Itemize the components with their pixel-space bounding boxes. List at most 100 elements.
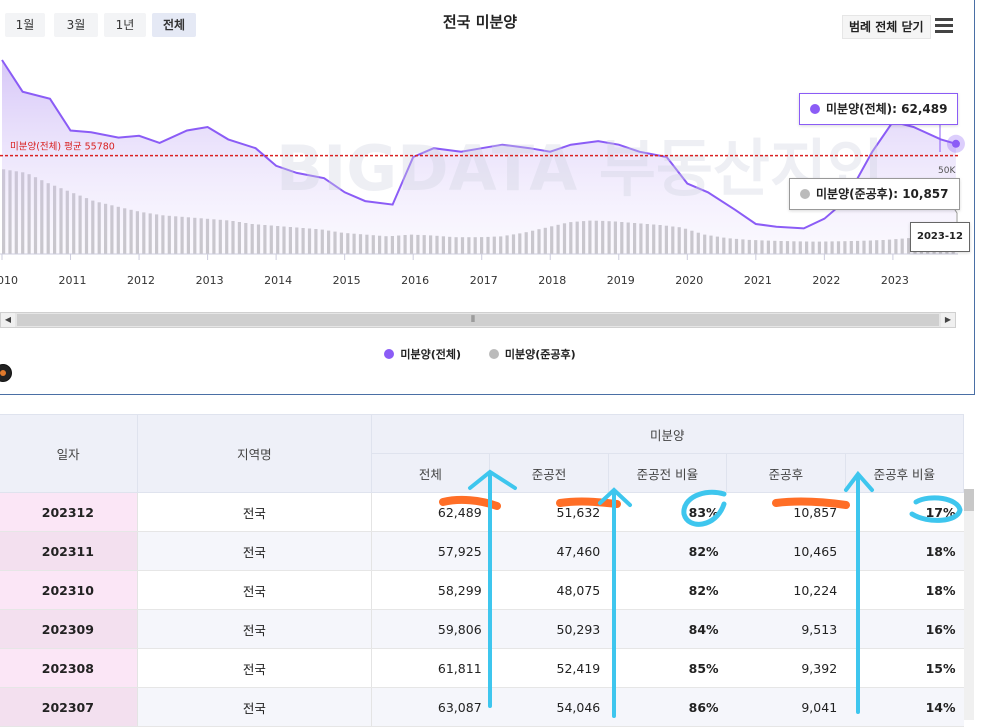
table-cell: 9,513: [726, 609, 846, 649]
table-cell: 15%: [845, 648, 964, 688]
header-before-ratio[interactable]: 준공전 비율: [607, 453, 728, 493]
table-cell: 14%: [845, 687, 964, 727]
header-after[interactable]: 준공후: [726, 453, 846, 493]
header-region[interactable]: 지역명: [137, 414, 372, 493]
table-cell: 47,460: [489, 531, 609, 571]
table-cell: 82%: [608, 531, 727, 571]
legend-item-total[interactable]: 미분양(전체): [384, 346, 461, 362]
scrollbar-thumb[interactable]: [964, 489, 974, 511]
table-cell: 57,925: [371, 531, 490, 571]
table-row[interactable]: 202310 전국 58,299 48,075 82% 10,224 18%: [0, 570, 964, 610]
table-cell: 202308: [0, 648, 139, 688]
area-total: [2, 60, 956, 254]
table-cell: 9,041: [726, 687, 846, 727]
tooltip-completed: 미분양(준공후): 10,857: [789, 178, 960, 210]
table-cell: 202310: [0, 570, 139, 610]
x-tick-label: 2012: [127, 274, 155, 287]
table-cell: 63,087: [371, 687, 490, 727]
x-tick-label: 2016: [401, 274, 429, 287]
x-tick-label: 2013: [196, 274, 224, 287]
table-cell: 61,811: [371, 648, 490, 688]
legend-dot-icon: [488, 349, 499, 359]
x-tick-label: 2015: [333, 274, 361, 287]
data-table: 일자 지역명 미분양 전체 준공전 준공전 비율 준공후 준공후 비율 2023…: [0, 414, 965, 727]
legend-dot-icon: [810, 104, 820, 114]
x-tick-label: 2011: [59, 274, 87, 287]
legend-dot-icon: [800, 189, 810, 199]
table-cell: 48,075: [489, 570, 609, 610]
table-cell: 18%: [845, 570, 964, 610]
tooltip-total: 미분양(전체): 62,489: [799, 93, 959, 125]
table-cell: 10,224: [726, 570, 846, 610]
header-before[interactable]: 준공전: [489, 453, 609, 493]
table-cell: 202311: [0, 531, 139, 571]
vertical-scrollbar[interactable]: [964, 489, 974, 720]
scroll-right-icon[interactable]: ▶: [941, 313, 955, 327]
table-row[interactable]: 202307 전국 63,087 54,046 86% 9,041 14%: [0, 687, 964, 727]
x-tick-label: 2010: [0, 274, 18, 287]
table-cell: 10,465: [726, 531, 846, 571]
legend-dot-icon: [384, 349, 395, 359]
table-cell: 82%: [608, 570, 727, 610]
x-tick-label: 2020: [675, 274, 703, 287]
table-row[interactable]: 202309 전국 59,806 50,293 84% 9,513 16%: [0, 609, 964, 649]
table-cell: 전국: [137, 531, 372, 571]
table-cell: 전국: [137, 492, 372, 532]
average-line-label: 미분양(전체) 평균 55780: [10, 142, 115, 153]
watermark-text: BIGDATA 부동산지인: [276, 132, 884, 205]
range-1m-button[interactable]: 1월: [5, 13, 45, 37]
y-tick-label: 50K: [938, 166, 956, 176]
point-latest[interactable]: [951, 139, 960, 148]
table-cell: 전국: [137, 570, 372, 610]
table-cell: 16%: [845, 609, 964, 649]
table-row[interactable]: 202311 전국 57,925 47,460 82% 10,465 18%: [0, 531, 964, 571]
table-cell: 202312: [0, 492, 139, 532]
scroll-left-icon[interactable]: ◀: [1, 313, 15, 327]
table-cell: 9,392: [726, 648, 846, 688]
table-cell: 83%: [608, 492, 727, 532]
header-group: 미분양: [370, 414, 965, 454]
header-date[interactable]: 일자: [0, 414, 139, 493]
table-cell: 86%: [608, 687, 727, 727]
line-total[interactable]: [1, 59, 957, 230]
table-cell: 전국: [137, 609, 372, 649]
range-1y-button[interactable]: 1년: [104, 13, 146, 37]
table-cell: 전국: [137, 687, 372, 727]
table-cell: 52,419: [489, 648, 609, 688]
scrollbar-grip-icon: ⦀: [471, 315, 475, 325]
header-after-ratio[interactable]: 준공후 비율: [844, 453, 965, 493]
legend-close-button[interactable]: 범례 전체 닫기: [842, 15, 931, 39]
x-tick-label: 2022: [812, 274, 840, 287]
horizontal-scrollbar[interactable]: ◀ ⦀ ▶: [0, 312, 956, 328]
table-cell: 202309: [0, 609, 139, 649]
chart-panel: 1월 3월 1년 전체 전국 미분양 범례 전체 닫기 BIGDATA 부동산지…: [0, 0, 975, 395]
x-tick-label: 2018: [538, 274, 566, 287]
table-cell: 85%: [608, 648, 727, 688]
tooltip-date: 2023-12: [910, 222, 970, 252]
scrollbar-thumb[interactable]: [17, 314, 939, 326]
table-cell: 18%: [845, 531, 964, 571]
table-cell: 17%: [845, 492, 964, 532]
logo-badge-icon: [0, 364, 12, 382]
table-cell: 전국: [137, 648, 372, 688]
legend-item-completed[interactable]: 미분양(준공후): [488, 346, 576, 362]
table-cell: 202307: [0, 687, 139, 727]
menu-icon[interactable]: [935, 18, 953, 33]
table-cell: 54,046: [489, 687, 609, 727]
x-tick-label: 2021: [744, 274, 772, 287]
table-row[interactable]: 202312 전국 62,489 51,632 83% 10,857 17%: [0, 492, 964, 532]
table-row[interactable]: 202308 전국 61,811 52,419 85% 9,392 15%: [0, 648, 964, 688]
table-cell: 51,632: [489, 492, 609, 532]
chart-plot: BIGDATA 부동산지인 미분양(전체) 평균 55780 2010 2011 2…: [0, 59, 965, 287]
x-tick-label: 2019: [607, 274, 635, 287]
table-cell: 84%: [608, 609, 727, 649]
chart-legend: 미분양(전체) 미분양(준공후): [0, 346, 960, 362]
range-3m-button[interactable]: 3월: [54, 13, 98, 37]
header-total[interactable]: 전체: [370, 453, 491, 493]
table-cell: 58,299: [371, 570, 490, 610]
range-all-button[interactable]: 전체: [152, 13, 196, 37]
table-cell: 62,489: [371, 492, 490, 532]
x-tick-label: 2014: [264, 274, 292, 287]
table-cell: 50,293: [489, 609, 609, 649]
x-tick-label: 2017: [470, 274, 498, 287]
